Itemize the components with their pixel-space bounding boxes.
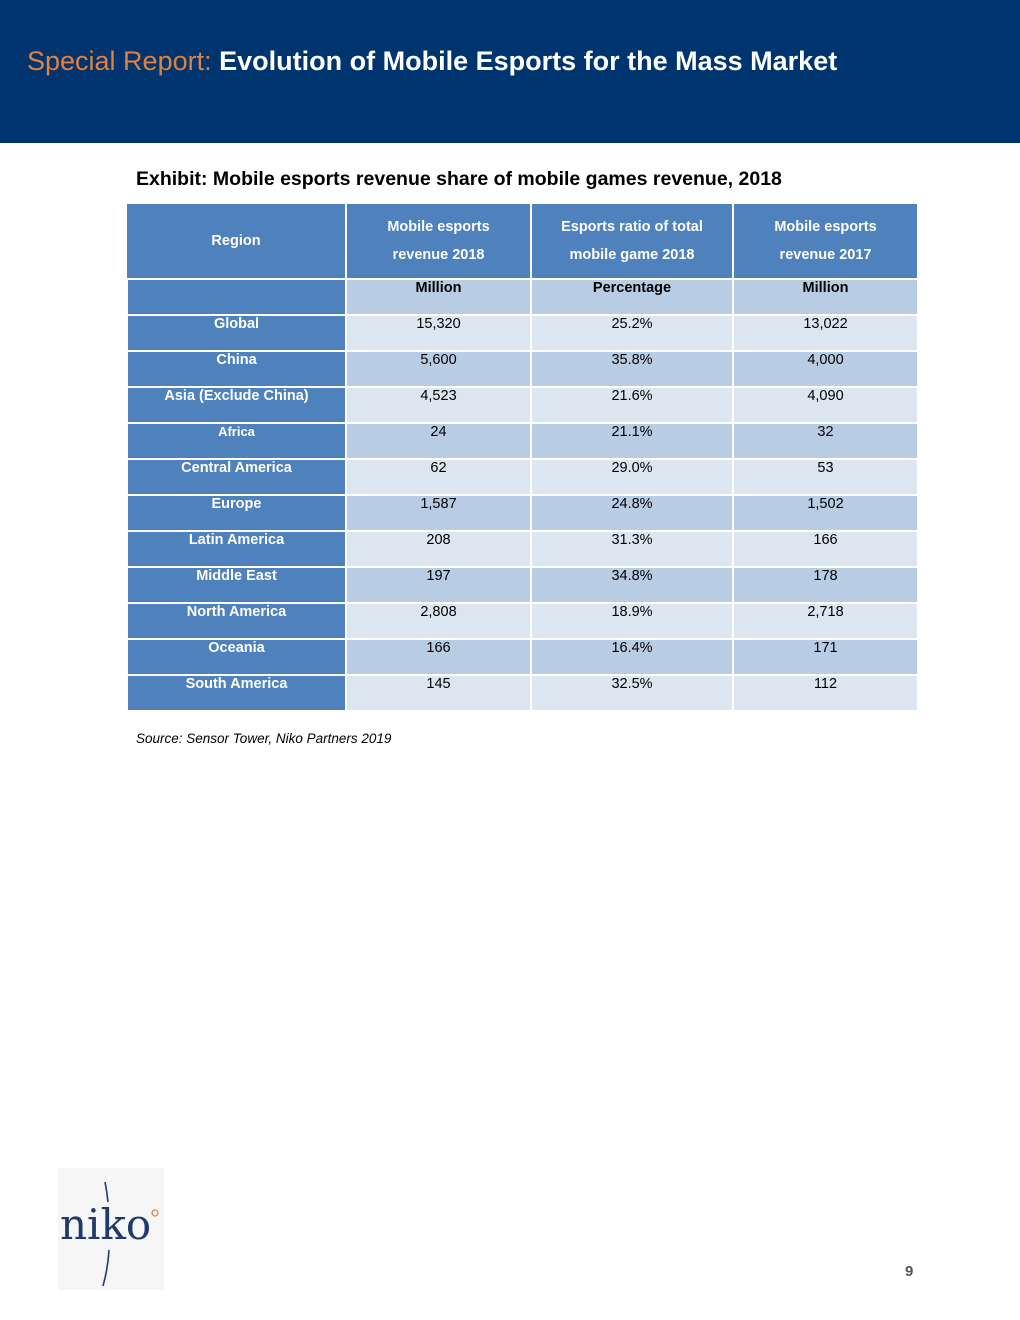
region-cell: Oceania (126, 638, 347, 676)
region-cell: Africa (126, 422, 347, 460)
page-number: 9 (905, 1263, 914, 1280)
unit-cell-region (126, 278, 347, 316)
unit-cell-revenue-2018: Million (345, 278, 532, 316)
column-header-revenue-2018: Mobile esports revenue 2018 (345, 202, 532, 280)
revenue-2018-cell: 145 (345, 674, 532, 712)
revenue-2018-cell: 24 (345, 422, 532, 460)
column-header-ratio-2018: Esports ratio of total mobile game 2018 (530, 202, 734, 280)
revenue-2018-cell: 5,600 (345, 350, 532, 388)
column-header-region: Region (127, 202, 347, 280)
table-row: Oceania 166 16.4% 171 (126, 638, 919, 676)
region-cell: China (126, 350, 347, 388)
table-row: China 5,600 35.8% 4,000 (126, 350, 919, 388)
ratio-2018-cell: 32.5% (530, 674, 734, 712)
unit-cell-revenue-2017: Million (732, 278, 919, 316)
ratio-2018-cell: 25.2% (530, 314, 734, 352)
unit-row: Million Percentage Million (126, 278, 919, 316)
ratio-2018-cell: 18.9% (530, 602, 734, 640)
revenue-2017-cell: 1,502 (732, 494, 919, 532)
revenue-2017-cell: 112 (732, 674, 919, 712)
region-cell: North America (126, 602, 347, 640)
ratio-2018-cell: 16.4% (530, 638, 734, 676)
table-row: Europe 1,587 24.8% 1,502 (126, 494, 919, 532)
table-row: South America 145 32.5% 112 (126, 674, 919, 712)
revenue-2018-cell: 2,808 (345, 602, 532, 640)
revenue-2017-cell: 4,090 (732, 386, 919, 424)
region-cell: Global (126, 314, 347, 352)
ratio-2018-cell: 34.8% (530, 566, 734, 604)
ratio-2018-cell: 35.8% (530, 350, 734, 388)
revenue-2018-cell: 15,320 (345, 314, 532, 352)
revenue-2017-cell: 171 (732, 638, 919, 676)
table-row: Asia (Exclude China) 4,523 21.6% 4,090 (126, 386, 919, 424)
region-cell: Asia (Exclude China) (126, 386, 347, 424)
ratio-2018-cell: 29.0% (530, 458, 734, 496)
ratio-2018-cell: 21.1% (530, 422, 734, 460)
revenue-2017-cell: 32 (732, 422, 919, 460)
exhibit-title: Exhibit: Mobile esports revenue share of… (136, 168, 782, 190)
region-cell: South America (126, 674, 347, 712)
revenue-2017-cell: 166 (732, 530, 919, 568)
revenue-2017-cell: 13,022 (732, 314, 919, 352)
table-row: Central America 62 29.0% 53 (126, 458, 919, 496)
logo-mark-icon (102, 1181, 159, 1287)
revenue-2017-cell: 4,000 (732, 350, 919, 388)
report-title-main: Evolution of Mobile Esports for the Mass… (219, 46, 838, 76)
revenue-table: Region Mobile esports revenue 2018 Espor… (126, 202, 919, 712)
revenue-2018-cell: 197 (345, 566, 532, 604)
report-title-prefix: Special Report: (27, 46, 212, 76)
table-header-row: Region Mobile esports revenue 2018 Espor… (127, 202, 919, 280)
revenue-2018-cell: 1,587 (345, 494, 532, 532)
region-cell: Middle East (126, 566, 347, 604)
table-row: North America 2,808 18.9% 2,718 (126, 602, 919, 640)
region-cell: Central America (126, 458, 347, 496)
revenue-2018-cell: 4,523 (345, 386, 532, 424)
revenue-2018-cell: 166 (345, 638, 532, 676)
revenue-2017-cell: 2,718 (732, 602, 919, 640)
region-cell: Latin America (126, 530, 347, 568)
header-banner: Special Report: Evolution of Mobile Espo… (0, 0, 1020, 143)
region-cell: Europe (126, 494, 347, 532)
unit-cell-ratio-2018: Percentage (530, 278, 734, 316)
table-row: Africa 24 21.1% 32 (126, 422, 919, 460)
revenue-2017-cell: 53 (732, 458, 919, 496)
table-row: Global 15,320 25.2% 13,022 (126, 314, 919, 352)
logo-wordmark: niko (60, 1200, 152, 1249)
revenue-2017-cell: 178 (732, 566, 919, 604)
ratio-2018-cell: 31.3% (530, 530, 734, 568)
table-row: Latin America 208 31.3% 166 (126, 530, 919, 568)
revenue-2018-cell: 208 (345, 530, 532, 568)
report-title: Special Report: Evolution of Mobile Espo… (27, 42, 837, 80)
revenue-2018-cell: 62 (345, 458, 532, 496)
ratio-2018-cell: 21.6% (530, 386, 734, 424)
ratio-2018-cell: 24.8% (530, 494, 734, 532)
table-row: Middle East 197 34.8% 178 (126, 566, 919, 604)
column-header-revenue-2017: Mobile esports revenue 2017 (732, 202, 919, 280)
source-note: Source: Sensor Tower, Niko Partners 2019 (136, 731, 392, 746)
niko-logo: niko (58, 1168, 164, 1290)
